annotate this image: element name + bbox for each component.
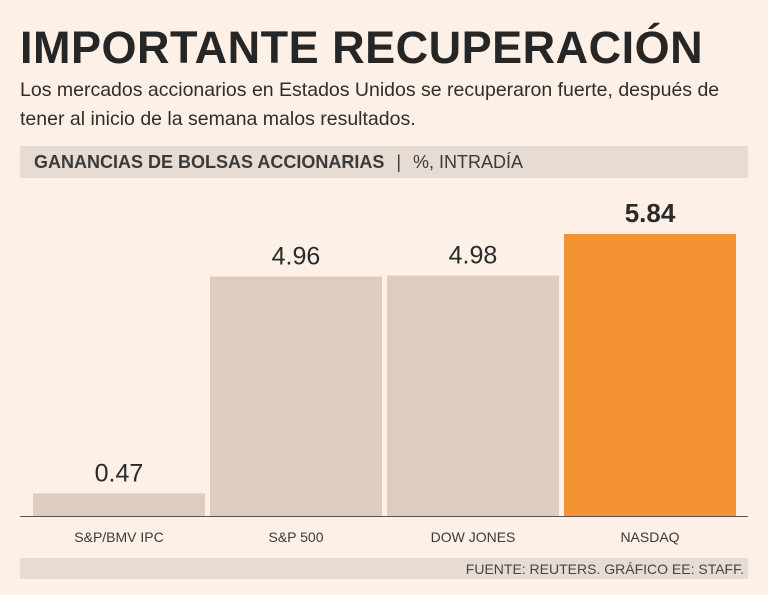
bar-1: [33, 493, 205, 516]
chart-subtitle: Los mercados accionarios en Estados Unid…: [20, 79, 720, 130]
value-label-1: 0.47: [95, 459, 144, 487]
category-label-2: S&P 500: [268, 529, 323, 545]
category-label-1: S&P/BMV IPC: [74, 529, 163, 545]
category-label-4: NASDAQ: [620, 529, 679, 545]
category-label-3: DOW JONES: [431, 529, 516, 545]
header-unit: %, INTRADÍA: [413, 152, 524, 172]
header-band-text: GANANCIAS DE BOLSAS ACCIONARIAS | %, INTRA…: [34, 151, 523, 173]
header-band: GANANCIAS DE BOLSAS ACCIONARIAS | %, INTRA…: [20, 146, 748, 178]
value-label-4: 5.84: [625, 198, 676, 228]
footer-band: FUENTE: REUTERS. GRÁFICO EE: STAFF.: [20, 558, 748, 579]
bar-4: [564, 234, 736, 516]
chart-title: IMPORTANTE RECUPERACIÓN: [20, 22, 704, 73]
bar-3: [387, 275, 559, 516]
header-label: GANANCIAS DE BOLSAS ACCIONARIAS: [34, 152, 385, 172]
header-separator: |: [396, 152, 402, 172]
source-note: FUENTE: REUTERS. GRÁFICO EE: STAFF.: [465, 561, 744, 577]
value-label-3: 4.98: [449, 242, 498, 270]
value-label-2: 4.96: [272, 242, 321, 270]
bar-2: [210, 276, 382, 516]
